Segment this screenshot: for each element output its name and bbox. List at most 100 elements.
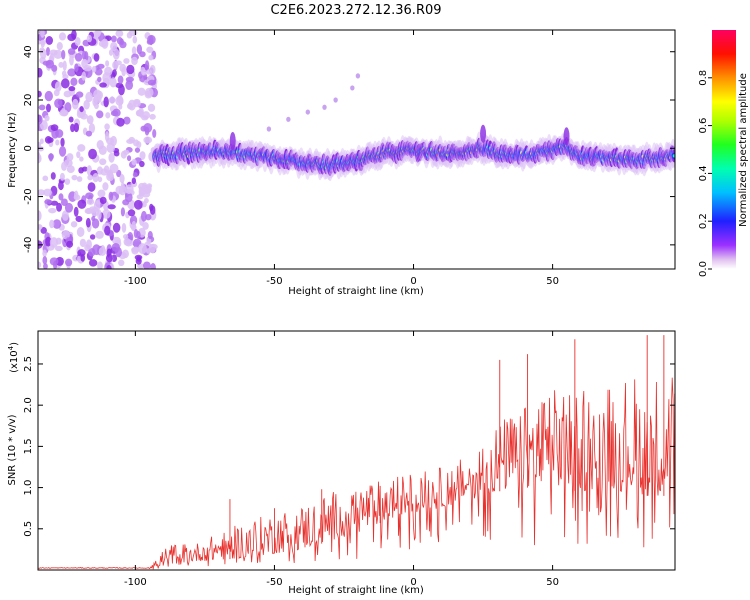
noise-speckle [40, 226, 47, 234]
noise-speckle [131, 56, 138, 66]
noise-speckle [66, 240, 74, 248]
x-tick-label: -100 [124, 276, 147, 287]
noise-speckle [147, 184, 152, 194]
noise-speckle [150, 263, 156, 269]
noise-speckle [109, 77, 117, 88]
noise-speckle [127, 209, 136, 217]
noise-speckle [61, 49, 66, 60]
noise-speckle [120, 181, 125, 193]
noise-speckle [148, 243, 156, 254]
noise-speckle [54, 81, 62, 92]
noise-speckle [58, 193, 64, 201]
noise-speckle [123, 238, 131, 246]
noise-speckle [62, 60, 67, 71]
noise-speckle [121, 66, 126, 77]
noise-speckle [86, 115, 94, 125]
noise-speckle [131, 158, 137, 166]
noise-speckle [87, 182, 96, 192]
noise-speckle [74, 52, 83, 62]
noise-speckle [50, 124, 59, 131]
noise-speckle [91, 216, 96, 222]
noise-speckle [106, 137, 115, 145]
noise-speckle [71, 30, 77, 40]
noise-speckle [132, 172, 138, 178]
noise-speckle [38, 104, 46, 111]
spectrogram-panel: -100 -50 0 50 -40 -20 0 20 40 Height of straigh… [7, 29, 676, 297]
noise-speckle [104, 123, 110, 131]
noise-speckle [99, 82, 107, 88]
noise-speckle [48, 153, 54, 162]
noise-speckle [88, 259, 98, 267]
noise-speckle [85, 217, 91, 228]
noise-speckle [59, 109, 69, 117]
noise-speckle [38, 224, 43, 230]
noise-speckle [118, 103, 123, 110]
noise-speckle [85, 91, 93, 103]
noise-speckle [99, 158, 107, 166]
noise-speckle [149, 113, 156, 120]
noise-speckle [91, 31, 101, 38]
noise-speckle [43, 263, 48, 269]
noise-speckle [126, 64, 135, 75]
colorbar-gradient [712, 30, 736, 269]
noise-speckle [49, 219, 55, 229]
svg-text:(x104): (x104) [7, 342, 20, 373]
noise-speckle [38, 261, 42, 269]
noise-speckle [99, 196, 107, 205]
noise-speckle [119, 174, 125, 184]
noise-speckle [75, 215, 83, 223]
snr-xlabel: Height of straight line (km) [288, 585, 424, 596]
noise-speckle [88, 123, 96, 134]
noise-speckle [147, 230, 153, 240]
x-tick-label: 0 [410, 577, 416, 588]
noise-speckle [60, 198, 68, 206]
noise-speckle [116, 117, 125, 127]
noise-speckle [144, 126, 150, 136]
noise-speckle [76, 227, 85, 238]
colorbar-tick-label: 0.8 [698, 70, 709, 86]
noise-speckle [76, 151, 81, 159]
noise-speckle [75, 91, 84, 98]
noise-speckle [72, 98, 79, 110]
noise-speckle [70, 221, 78, 228]
noise-speckle [128, 136, 136, 143]
noise-speckle [71, 174, 78, 181]
snr-multiplier-exp: 4 [7, 345, 15, 350]
noise-speckle [146, 39, 154, 45]
noise-speckle [93, 53, 100, 62]
noise-speckle [70, 123, 75, 133]
y-tick-label: 40 [23, 45, 34, 58]
noise-speckle [112, 60, 119, 70]
noise-speckle [139, 151, 146, 160]
noise-speckle [147, 79, 157, 86]
noise-speckle [125, 80, 134, 91]
noise-speckle [103, 96, 109, 108]
x-tick-label: -50 [266, 577, 282, 588]
noise-speckle [61, 230, 70, 240]
noise-speckle [146, 69, 152, 75]
noise-speckle [116, 95, 123, 104]
noise-speckle [112, 48, 120, 60]
noise-speckle [80, 113, 88, 120]
y-tick-label: 2.0 [23, 397, 34, 413]
noise-speckle [85, 207, 92, 214]
noise-speckle [106, 265, 112, 269]
noise-speckle [133, 100, 141, 108]
noise-speckle [87, 174, 94, 181]
noise-speckle [98, 145, 107, 156]
noise-speckle [45, 236, 52, 247]
noise-speckle [38, 189, 46, 196]
noise-speckle [144, 87, 154, 98]
noise-speckle [58, 61, 64, 68]
noise-speckle [143, 136, 153, 144]
noise-speckle [138, 243, 147, 255]
noise-speckle [49, 237, 59, 248]
noise-speckle [134, 147, 141, 153]
noise-speckle [59, 172, 65, 181]
noise-speckle [49, 49, 58, 56]
noise-speckle [38, 210, 42, 222]
noise-speckle [124, 192, 133, 203]
noise-speckle [73, 122, 80, 133]
noise-speckle [76, 176, 83, 182]
noise-speckle [122, 233, 129, 240]
